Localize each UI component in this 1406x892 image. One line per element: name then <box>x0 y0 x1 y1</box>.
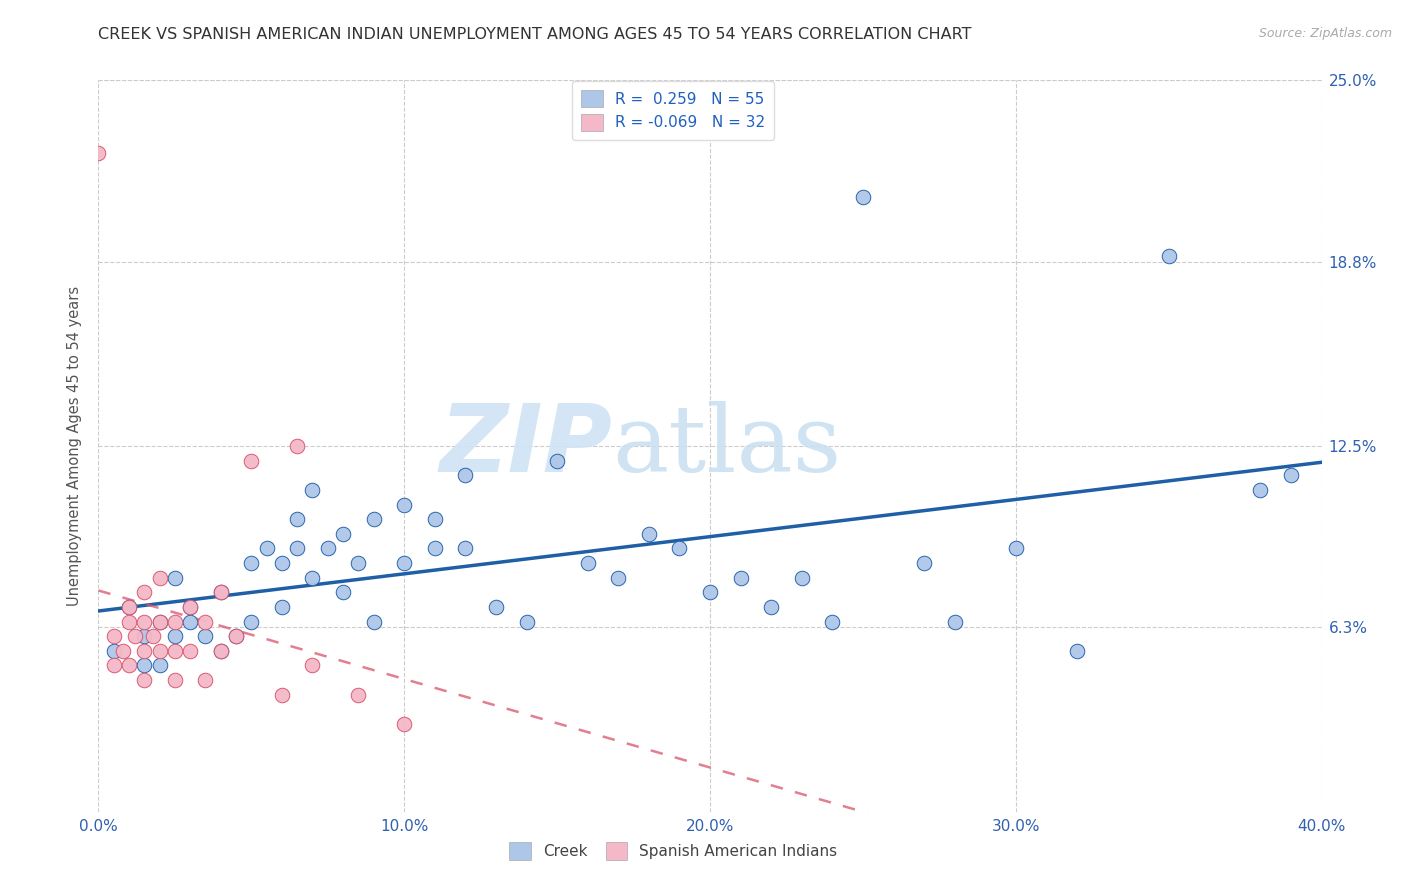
Point <box>912 556 935 570</box>
Point <box>209 585 232 599</box>
Point <box>118 658 141 673</box>
Point <box>209 644 232 658</box>
Point <box>256 541 278 556</box>
Point <box>103 644 125 658</box>
Point <box>163 629 186 643</box>
Point <box>118 599 141 614</box>
Point <box>163 673 186 687</box>
Point <box>285 512 308 526</box>
Point <box>179 615 201 629</box>
Point <box>423 541 446 556</box>
Point <box>821 615 844 629</box>
Point <box>149 644 172 658</box>
Y-axis label: Unemployment Among Ages 45 to 54 years: Unemployment Among Ages 45 to 54 years <box>67 286 83 606</box>
Point <box>668 541 690 556</box>
Point <box>485 599 508 614</box>
Point <box>1157 249 1180 263</box>
Point <box>332 585 354 599</box>
Point <box>103 658 125 673</box>
Point <box>111 644 134 658</box>
Point <box>194 629 217 643</box>
Point <box>301 483 323 497</box>
Point <box>454 468 477 483</box>
Point <box>270 688 292 702</box>
Point <box>392 556 416 570</box>
Point <box>134 658 156 673</box>
Point <box>149 615 172 629</box>
Point <box>301 658 323 673</box>
Point <box>730 571 752 585</box>
Point <box>124 629 146 643</box>
Point <box>392 498 416 512</box>
Point <box>285 439 308 453</box>
Point <box>225 629 247 643</box>
Point <box>209 644 232 658</box>
Point <box>852 190 875 204</box>
Point <box>790 571 813 585</box>
Point <box>179 599 201 614</box>
Point <box>576 556 599 570</box>
Point <box>134 585 156 599</box>
Point <box>423 512 446 526</box>
Legend: Creek, Spanish American Indians: Creek, Spanish American Indians <box>503 837 844 866</box>
Point <box>118 599 141 614</box>
Point <box>1279 468 1302 483</box>
Point <box>194 673 217 687</box>
Point <box>225 629 247 643</box>
Point <box>240 556 263 570</box>
Point <box>1004 541 1026 556</box>
Point <box>134 644 156 658</box>
Text: CREEK VS SPANISH AMERICAN INDIAN UNEMPLOYMENT AMONG AGES 45 TO 54 YEARS CORRELAT: CREEK VS SPANISH AMERICAN INDIAN UNEMPLO… <box>98 27 972 42</box>
Point <box>270 599 292 614</box>
Point <box>1249 483 1271 497</box>
Point <box>163 571 186 585</box>
Text: atlas: atlas <box>612 401 841 491</box>
Point <box>363 615 385 629</box>
Point <box>759 599 782 614</box>
Point <box>179 599 201 614</box>
Point <box>943 615 966 629</box>
Point <box>363 512 385 526</box>
Point <box>454 541 477 556</box>
Point <box>149 615 172 629</box>
Point <box>194 615 217 629</box>
Point <box>240 615 263 629</box>
Point <box>607 571 630 585</box>
Point <box>209 585 232 599</box>
Point <box>179 644 201 658</box>
Point <box>103 629 125 643</box>
Text: ZIP: ZIP <box>439 400 612 492</box>
Point <box>347 688 370 702</box>
Point <box>285 541 308 556</box>
Point <box>163 644 186 658</box>
Point <box>546 453 568 467</box>
Point <box>301 571 323 585</box>
Point <box>516 615 538 629</box>
Point <box>149 571 172 585</box>
Point <box>270 556 292 570</box>
Point <box>134 673 156 687</box>
Point <box>134 615 156 629</box>
Point <box>149 658 172 673</box>
Point <box>142 629 165 643</box>
Point <box>332 526 354 541</box>
Point <box>163 615 186 629</box>
Text: Source: ZipAtlas.com: Source: ZipAtlas.com <box>1258 27 1392 40</box>
Point <box>316 541 339 556</box>
Point <box>134 629 156 643</box>
Point <box>699 585 721 599</box>
Point <box>347 556 370 570</box>
Point <box>1066 644 1088 658</box>
Point <box>637 526 661 541</box>
Point <box>118 615 141 629</box>
Point <box>87 146 110 161</box>
Point <box>240 453 263 467</box>
Point <box>392 717 416 731</box>
